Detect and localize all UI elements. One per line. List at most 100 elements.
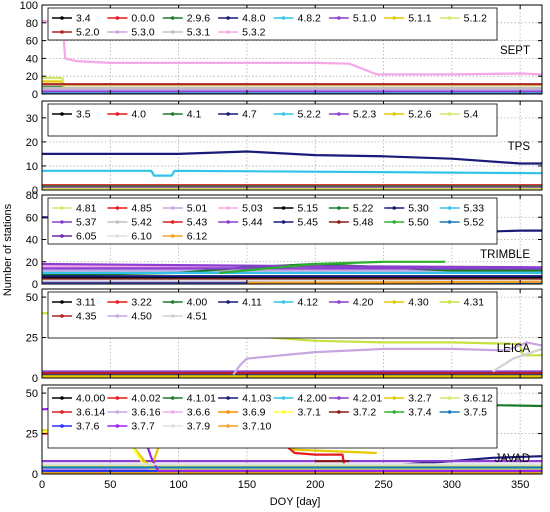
- legend-marker: [447, 112, 452, 116]
- plot-frame-tps: [41, 100, 543, 191]
- legend-marker: [170, 314, 175, 318]
- legend-label: 4.81: [76, 203, 97, 215]
- legend-marker: [170, 424, 175, 428]
- legend-marker: [170, 206, 175, 210]
- legend-label: 5.4: [464, 109, 479, 121]
- y-tick-label: 60: [26, 212, 38, 224]
- legend-label: 4.30: [408, 297, 429, 309]
- legend-label: 5.43: [187, 217, 208, 229]
- legend-label: 4.0.00: [76, 393, 105, 405]
- legend-label: 5.3.0: [131, 27, 155, 39]
- panel-leica: 0 25 50 3.11 3.22 4.00 4.11 4.12 4.20 4.30 4.31 4.3…: [26, 288, 543, 385]
- series-line-6-12: [246, 280, 543, 284]
- y-tick-label: 40: [26, 235, 38, 247]
- legend-label: 5.50: [408, 217, 429, 229]
- legend-label: 5.2.0: [76, 27, 100, 39]
- legend-label: 3.7.6: [76, 421, 100, 433]
- legend-marker: [60, 424, 64, 428]
- panel-tps: 0 10 20 30 3.5 4.0 4.1 4.7 5.2.2 5.2.3 5.2.6 5.4 TPS: [26, 100, 543, 197]
- legend-box-sept: [47, 7, 498, 41]
- legend-label: 2.9.6: [187, 13, 211, 25]
- legend-label: 4.51: [187, 311, 208, 323]
- legend-marker: [226, 16, 230, 20]
- legend-label: 3.6.9: [242, 407, 266, 419]
- x-tick-label: 100: [169, 479, 187, 491]
- y-tick-label: 20: [26, 257, 38, 269]
- series-line-5-3-2: [41, 19, 543, 76]
- legend-label: 5.15: [298, 203, 319, 215]
- legend-marker: [447, 396, 452, 400]
- legend-marker: [170, 16, 175, 20]
- y-tick-label: 80: [26, 190, 38, 202]
- legend-marker: [281, 300, 286, 304]
- panel-javad: 0 25 50 4.0.00 4.0.02 4.1.01 4.1.03 4.2.00 4.2.0…: [26, 384, 543, 481]
- x-tick-label: 150: [238, 479, 256, 491]
- y-tick-label: 80: [26, 18, 38, 30]
- legend-marker: [447, 206, 452, 210]
- legend-marker: [115, 112, 120, 116]
- y-tick-label: 0: [32, 373, 38, 385]
- legend-label: 3.2.7: [408, 393, 432, 405]
- legend-marker: [170, 300, 175, 304]
- legend-marker: [170, 396, 175, 400]
- x-tick-label: 300: [443, 479, 461, 491]
- legend-marker: [337, 410, 341, 414]
- series-line-4-50: [232, 341, 543, 376]
- legend-marker: [115, 16, 120, 20]
- y-tick-label: 30: [26, 113, 38, 125]
- legend-marker: [337, 112, 341, 116]
- legend-marker: [60, 300, 64, 304]
- legend-marker: [447, 220, 452, 224]
- legend-label: 4.2.01: [353, 393, 382, 405]
- legend-marker: [115, 424, 120, 428]
- legend-label: 5.03: [242, 203, 263, 215]
- legend-box-leica: [47, 291, 498, 339]
- legend-box-trimble: [47, 197, 498, 245]
- legend-label: 5.37: [76, 217, 97, 229]
- legend-label: 3.7.5: [464, 407, 488, 419]
- series-line-4-7: [42, 150, 542, 165]
- legend-marker: [170, 220, 175, 224]
- legend-label: 5.2.2: [298, 109, 322, 121]
- legend-marker: [170, 234, 175, 238]
- legend-label: 5.48: [353, 217, 374, 229]
- legend-label: 3.4: [76, 13, 91, 25]
- series-line-5-44: [41, 262, 543, 269]
- legend-marker: [60, 220, 64, 224]
- legend-label: 3.7.9: [187, 421, 211, 433]
- plot-frame-javad: [41, 384, 543, 475]
- legend-marker: [170, 410, 175, 414]
- legend-label: 4.0: [131, 109, 146, 121]
- legend-marker: [226, 30, 230, 34]
- y-tick-label: 40: [26, 53, 38, 65]
- legend-label: 5.1.1: [408, 13, 432, 25]
- legend-marker: [60, 30, 64, 34]
- legend-marker: [60, 234, 64, 238]
- x-tick-label: 350: [511, 479, 529, 491]
- legend-label: 3.22: [131, 297, 152, 309]
- legend-marker: [392, 396, 397, 400]
- legend-label: 4.8.2: [298, 13, 322, 25]
- legend-label: 4.0.02: [131, 393, 160, 405]
- legend-label: 4.1.03: [242, 393, 271, 405]
- legend-label: 5.45: [298, 217, 319, 229]
- legend-label: 3.6.14: [76, 407, 105, 419]
- legend-marker: [170, 112, 175, 116]
- legend-label: 4.1: [187, 109, 202, 121]
- panel-sept: 0 20 40 60 80 100 3.4 0.0.0 2.9.6 4.8.0 4.8.2 5.1.0…: [20, 0, 543, 101]
- legend-marker: [281, 206, 286, 210]
- legend-label: 6.12: [187, 231, 208, 243]
- legend-marker: [447, 300, 452, 304]
- legend-marker: [392, 410, 397, 414]
- legend-label: 4.85: [131, 203, 152, 215]
- x-tick-label: 200: [306, 479, 324, 491]
- legend-label: 3.5: [76, 109, 91, 121]
- panel-label: TRIMBLE: [480, 249, 530, 261]
- legend-label: 6.05: [76, 231, 97, 243]
- legend-label: 5.01: [187, 203, 208, 215]
- legend-label: 4.00: [187, 297, 208, 309]
- legend-label: 4.11: [242, 297, 262, 309]
- legend-label: 5.52: [464, 217, 485, 229]
- legend-marker: [60, 112, 64, 116]
